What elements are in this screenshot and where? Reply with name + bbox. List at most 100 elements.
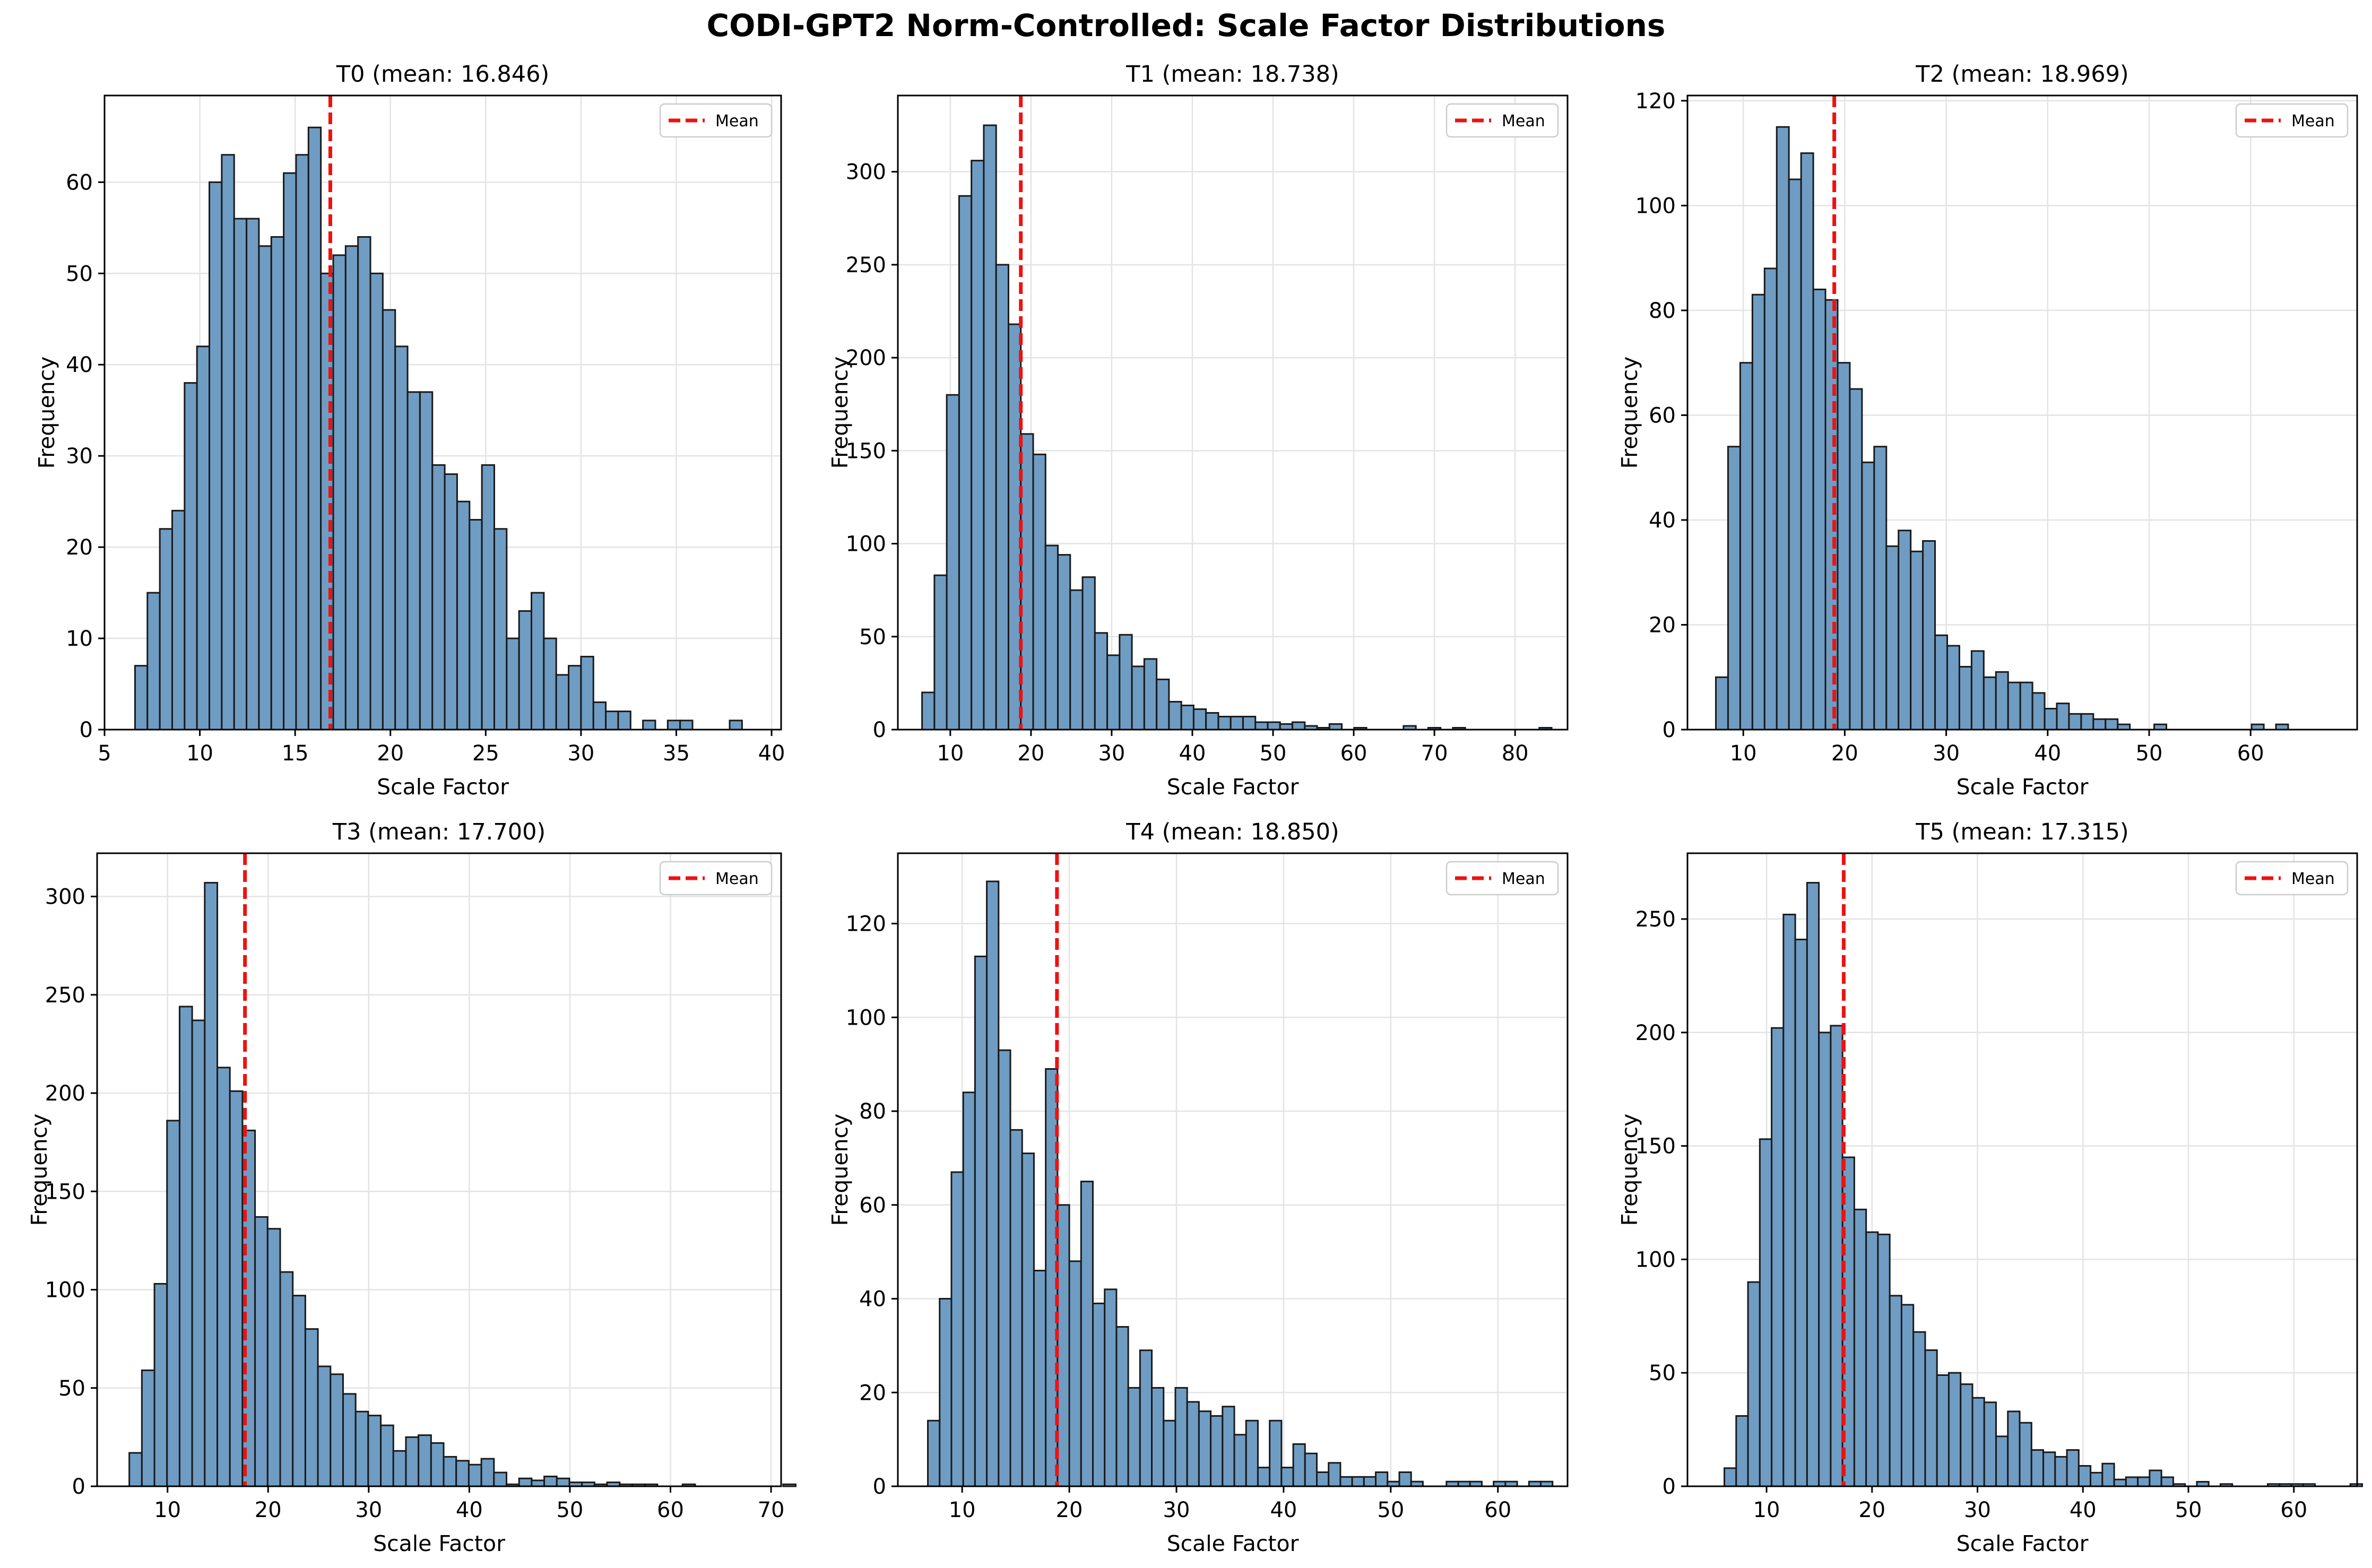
histogram-bar — [266, 1228, 281, 1487]
legend-label: Mean — [2291, 870, 2335, 888]
y-tick-label: 0 — [80, 718, 93, 742]
histogram-bar — [344, 245, 359, 731]
x-tick-label: 50 — [556, 1498, 583, 1522]
x-tick-label: 10 — [1753, 1498, 1780, 1522]
x-tick-label: 5 — [98, 741, 111, 766]
y-axis-label: Frequency — [27, 1114, 52, 1226]
legend-box — [659, 103, 773, 138]
histogram-bar — [531, 592, 545, 731]
x-tick-label: 60 — [2237, 741, 2264, 766]
histogram-bar — [380, 1424, 394, 1487]
histogram-bar — [246, 218, 260, 731]
histogram-bar — [1143, 658, 1158, 731]
histogram-bar — [1363, 1476, 1377, 1487]
histogram-bar — [1092, 1302, 1106, 1487]
histogram-bar — [330, 1373, 344, 1487]
legend-label: Mean — [715, 870, 759, 888]
legend-box — [2235, 861, 2349, 896]
legend: Mean — [2235, 861, 2349, 896]
x-tick-label: 50 — [1377, 1498, 1404, 1522]
histogram-bar — [543, 637, 557, 731]
x-tick-label: 20 — [1858, 1498, 1885, 1522]
histogram-bar — [1180, 704, 1194, 731]
legend-box — [2235, 103, 2349, 138]
x-axis-label: Scale Factor — [1167, 1531, 1299, 1556]
histogram-bar — [1735, 1415, 1749, 1487]
histogram-bar — [153, 1283, 168, 1487]
legend-label: Mean — [1502, 870, 1545, 888]
histogram-bar — [332, 254, 347, 731]
y-axis-label: Frequency — [1617, 357, 1642, 469]
histogram-bar — [1033, 1269, 1047, 1487]
subplot-3: 10 20 30 40 50 60 70 0 50 100 150 200 250 300 T3 (mean… — [27, 819, 797, 1556]
histogram-bar — [392, 1450, 407, 1487]
histogram-bar — [556, 1477, 570, 1487]
histogram-bar — [317, 1365, 332, 1487]
histogram-bar — [1292, 1443, 1306, 1487]
histogram-bar — [950, 1171, 964, 1487]
legend: Mean — [659, 861, 773, 896]
x-axis-label: Scale Factor — [1957, 774, 2089, 800]
x-axis-label: Scale Factor — [377, 774, 509, 800]
histogram-bar — [998, 1049, 1011, 1487]
histogram-bar — [1057, 1204, 1070, 1487]
y-tick-label: 40 — [66, 353, 93, 377]
histogram-bar — [1233, 1434, 1247, 1487]
legend-box — [659, 861, 773, 896]
histogram-bar — [431, 464, 446, 731]
y-tick-label: 60 — [1649, 403, 1676, 428]
histogram-bar — [2066, 1449, 2080, 1487]
y-tick-label: 250 — [45, 983, 85, 1008]
histogram-bar — [983, 124, 997, 731]
histogram-bar — [1069, 589, 1084, 731]
histogram-bar — [1080, 1181, 1094, 1487]
histogram-bar — [1094, 632, 1109, 731]
histogram-bar — [1057, 554, 1071, 731]
histogram-bar — [1970, 650, 1985, 731]
histogram-bar — [518, 1477, 533, 1487]
histogram-bar — [1106, 654, 1121, 731]
y-tick-label: 100 — [45, 1278, 85, 1303]
histogram-bar — [1958, 665, 1972, 731]
legend: Mean — [1445, 861, 1559, 896]
axes-frame — [96, 852, 782, 1487]
x-tick-label: 40 — [2034, 741, 2061, 766]
histogram-bar — [279, 1271, 294, 1487]
histogram-bars — [927, 880, 1554, 1487]
axes-frame — [897, 852, 1569, 1487]
histogram-bar — [1912, 1331, 1926, 1487]
histogram-bar — [196, 345, 211, 731]
histogram-bar — [1794, 938, 1808, 1487]
y-axis-label: Frequency — [827, 357, 853, 469]
subplot-title: T1 (mean: 18.738) — [1126, 61, 1339, 88]
y-tick-label: 50 — [66, 262, 93, 286]
x-tick-label: 80 — [1502, 741, 1529, 766]
histogram-bar — [1222, 1406, 1235, 1487]
histogram-bar — [1806, 882, 1820, 1487]
histogram-bar — [568, 665, 582, 731]
y-tick-label: 300 — [45, 885, 85, 909]
x-tick-label: 20 — [255, 1498, 282, 1522]
histogram-bar — [1205, 712, 1219, 731]
x-tick-label: 30 — [1098, 741, 1125, 766]
histogram-bar — [1186, 1401, 1200, 1487]
legend-label: Mean — [2291, 112, 2335, 131]
histogram-bar — [229, 1090, 244, 1487]
x-tick-label: 30 — [1964, 1498, 1991, 1522]
figure-title: CODI-GPT2 Norm-Controlled: Scale Factor … — [706, 7, 1666, 44]
histogram-bar — [2080, 713, 2094, 731]
histogram-bar — [933, 574, 948, 731]
subplot-5: 10 20 30 40 50 60 0 50 100 150 200 250 T5 (mean: 17.… — [1617, 819, 2364, 1556]
y-tick-label: 150 — [1635, 1134, 1676, 1159]
histogram-bar — [1889, 1295, 1902, 1487]
histogram-bar — [456, 500, 471, 731]
histogram-bar — [1924, 1349, 1938, 1487]
histogram-bar — [1739, 362, 1753, 731]
histogram-bar — [2031, 692, 2046, 731]
histogram-bar — [2007, 681, 2021, 731]
x-tick-label: 15 — [282, 741, 309, 766]
histogram-bar — [480, 1458, 495, 1487]
histogram-bar — [1946, 645, 1960, 731]
x-tick-label: 35 — [663, 741, 690, 766]
y-tick-label: 0 — [1663, 1475, 1676, 1499]
